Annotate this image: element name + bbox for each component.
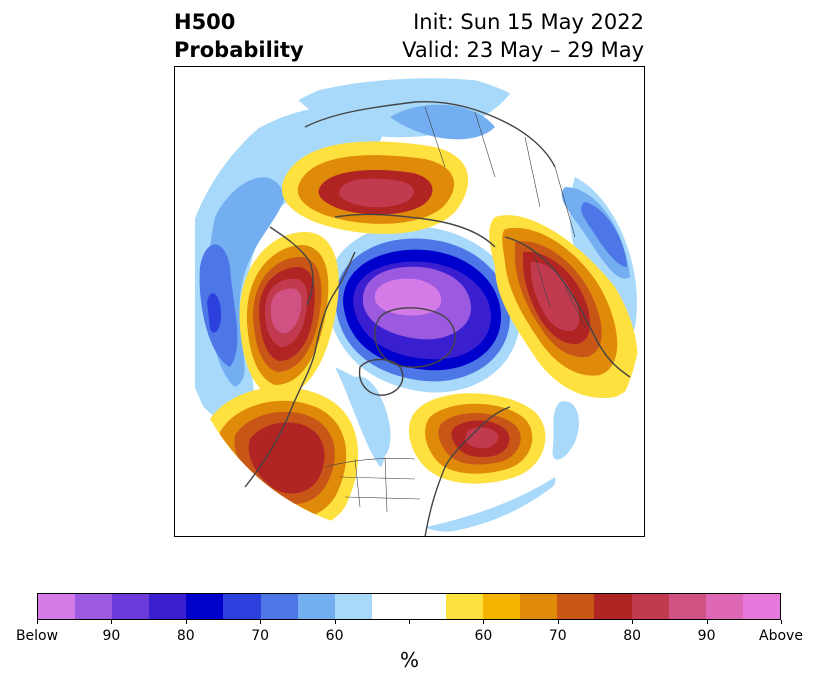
colorbar-segment	[483, 594, 521, 619]
map-title: H500 Probability	[174, 8, 304, 64]
border-asia-3	[524, 136, 541, 208]
colorbar-tick-label: 80	[623, 628, 642, 644]
colorbar-segment	[297, 594, 335, 619]
above-east-85	[530, 261, 580, 331]
above-se-85	[465, 427, 499, 449]
below-ne-3	[581, 202, 627, 267]
coast-asia	[304, 100, 556, 168]
colorbar-tick-label: 90	[697, 628, 716, 644]
colorbar-segment	[260, 594, 298, 619]
border-asia-2	[474, 111, 496, 178]
colorbar-tick	[557, 620, 559, 624]
colorbar-tick	[260, 620, 262, 624]
title-probability: Probability	[174, 38, 304, 62]
border-us-states-1	[354, 458, 361, 508]
colorbar-ticks: Below 90 80 70 60 60 70 80 90 Above	[16, 620, 803, 644]
colorbar-tick	[483, 620, 485, 624]
colorbar-tick	[334, 620, 336, 624]
coast-north-america-west	[244, 251, 356, 488]
border-europe-2	[564, 286, 586, 328]
coastlines	[244, 100, 631, 536]
above-west-90	[270, 288, 302, 334]
colorbar-tick	[781, 620, 782, 624]
colorbar-tick-label: 60	[474, 628, 493, 644]
valid-range: Valid: 23 May – 29 May	[402, 38, 644, 62]
colorbar-tick	[409, 620, 410, 624]
colorbar-segment	[705, 594, 743, 619]
colorbar-tick	[706, 620, 708, 624]
below-small-east	[552, 401, 580, 460]
border-us-states-4	[344, 496, 421, 500]
below-mid-4	[207, 293, 222, 333]
colorbar-tick	[632, 620, 634, 624]
colorbar-segment	[149, 594, 187, 619]
coast-north-america-east	[424, 406, 511, 536]
below-south-arc	[425, 477, 556, 532]
colorbar-segment	[446, 594, 484, 619]
colorbar-tick	[37, 620, 38, 624]
coast-hudson-bay	[358, 358, 404, 396]
colorbar-segment	[408, 594, 447, 619]
colorbar-segment	[371, 594, 409, 619]
vortex-core	[374, 278, 442, 316]
colorbar-tick-label: 70	[251, 628, 270, 644]
init-date: Init: Sun 15 May 2022	[413, 10, 644, 34]
colorbar-segment	[38, 594, 76, 619]
border-asia-4	[554, 166, 576, 238]
title-variable: H500	[174, 10, 236, 34]
probability-contours	[195, 78, 638, 532]
above-north-85	[339, 178, 414, 208]
colorbar-tick-label: Below	[15, 628, 59, 644]
border-us-states-2	[384, 456, 388, 513]
colorbar-tick-label: 60	[325, 628, 344, 644]
colorbar-segment	[668, 594, 706, 619]
border-asia-1	[424, 106, 446, 168]
colorbar-segment	[631, 594, 669, 619]
below-north-2	[390, 104, 495, 140]
coast-alaska	[269, 226, 314, 306]
colorbar-tick-label: 80	[176, 628, 195, 644]
colorbar-segment	[742, 594, 780, 619]
colorbar-segment	[557, 594, 595, 619]
colorbar-tick	[185, 620, 187, 624]
colorbar-tick-label: 90	[102, 628, 121, 644]
colorbar-segment	[112, 594, 150, 619]
map-dates: Init: Sun 15 May 2022 Valid: 23 May – 29…	[402, 8, 644, 64]
border-europe-1	[534, 256, 551, 308]
below-central-canada	[351, 376, 391, 458]
colorbar-segment	[334, 594, 372, 619]
polar-probability-map	[174, 66, 645, 537]
coast-europe	[504, 236, 631, 378]
colorbar-tick	[111, 620, 113, 624]
above-sw-80	[248, 422, 325, 494]
colorbar-segment	[223, 594, 261, 619]
map-canvas	[195, 78, 638, 536]
political-borders	[324, 106, 586, 513]
colorbar	[37, 593, 781, 620]
border-us-states-3	[339, 476, 416, 480]
colorbar-tick-label: Above	[759, 628, 803, 644]
colorbar-segment	[75, 594, 113, 619]
colorbar-segment	[186, 594, 224, 619]
colorbar-tick-label: 70	[548, 628, 567, 644]
colorbar-segment	[520, 594, 558, 619]
colorbar-unit: %	[399, 648, 419, 672]
coast-siberia-arctic	[334, 213, 496, 248]
coast-greenland	[374, 307, 456, 368]
colorbar-segment	[594, 594, 632, 619]
border-us-canada	[324, 457, 416, 468]
